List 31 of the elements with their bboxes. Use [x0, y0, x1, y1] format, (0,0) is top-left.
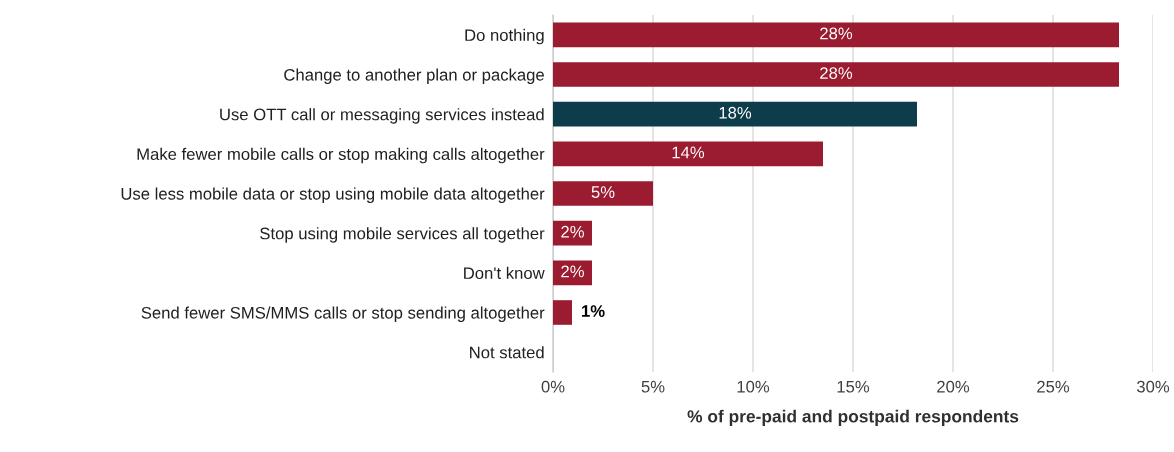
x-tick-label: 10% — [737, 380, 770, 393]
data-label: 18% — [719, 106, 752, 119]
y-tick-label: Do nothing — [465, 28, 544, 45]
bar — [553, 300, 572, 325]
bar — [553, 62, 1119, 87]
data-label: 2% — [561, 265, 584, 278]
x-tick-label: 15% — [837, 380, 870, 393]
x-tick-label: 25% — [1037, 380, 1070, 393]
y-tick-label: Send fewer SMS/MMS calls or stop sending altogether — [141, 306, 545, 322]
bar — [553, 22, 1119, 48]
y-tick-label: Change to another plan or package — [284, 68, 544, 84]
data-label: 5% — [591, 186, 615, 198]
data-label: 1% — [582, 305, 605, 317]
x-tick-label: 0% — [541, 380, 565, 393]
x-tick-label: 30% — [1136, 380, 1170, 393]
x-tick-label: 5% — [641, 380, 665, 393]
bar — [553, 141, 823, 167]
y-tick-label: Make fewer mobile calls or stop making calls altogether — [137, 147, 545, 164]
x-tick-label: 20% — [937, 380, 970, 393]
data-label: 14% — [672, 146, 705, 159]
y-tick-label: Not stated — [470, 346, 544, 359]
data-label: 2% — [561, 225, 584, 238]
y-tick-label: Use less mobile data or stop using mobile data altogether — [121, 187, 545, 203]
bar — [553, 101, 917, 127]
x-axis-title: % of pre-paid and postpaid respondents — [687, 409, 1019, 426]
y-tick-label: Stop using mobile services all together — [260, 227, 545, 243]
y-tick-label: Use OTT call or messaging services instead — [220, 108, 544, 124]
data-label: 28% — [820, 67, 853, 79]
data-label: 28% — [820, 27, 853, 40]
bar — [553, 181, 653, 206]
y-tick-label: Don't know — [464, 266, 545, 280]
